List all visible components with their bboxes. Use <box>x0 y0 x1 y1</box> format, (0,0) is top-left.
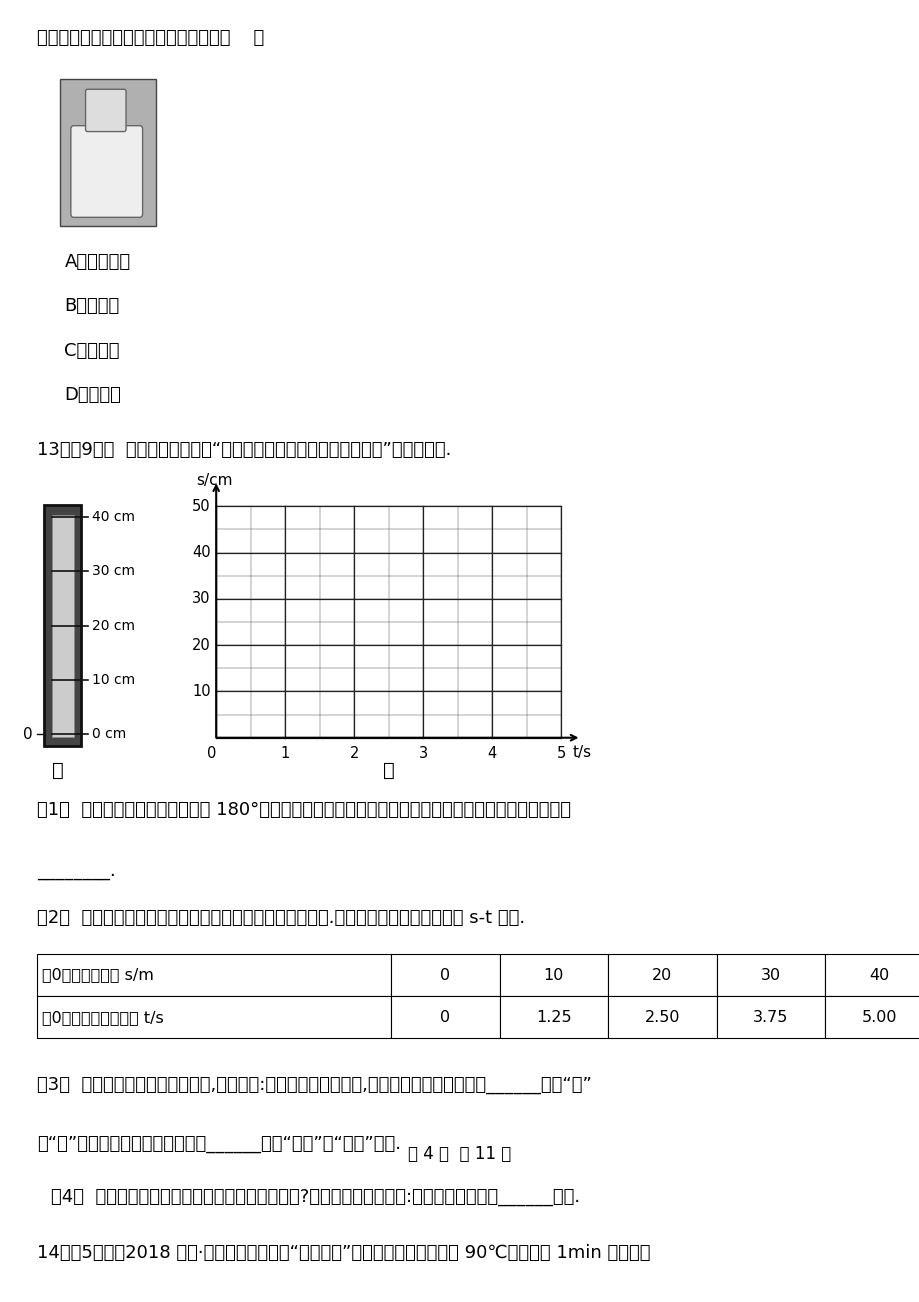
Bar <box>44 505 81 746</box>
FancyBboxPatch shape <box>71 126 142 217</box>
Text: （3）  根据实验数据和所画的图像,可归纳出:气泡上升一段路程后,运动的路程和时间近似成______（填“正”: （3） 根据实验数据和所画的图像,可归纳出:气泡上升一段路程后,运动的路程和时间… <box>37 1075 591 1094</box>
Text: 0: 0 <box>439 1010 450 1025</box>
Text: 乙: 乙 <box>382 762 394 780</box>
Text: 10 cm: 10 cm <box>92 673 135 687</box>
Text: ________.: ________. <box>37 862 116 880</box>
Text: 0: 0 <box>439 967 450 983</box>
Bar <box>60 78 156 225</box>
Text: 30: 30 <box>192 591 210 607</box>
Text: 20: 20 <box>192 638 210 652</box>
Bar <box>607 996 716 1039</box>
Text: 0 cm: 0 cm <box>92 728 126 741</box>
Text: 0: 0 <box>207 746 216 760</box>
Text: 50: 50 <box>192 499 210 514</box>
Bar <box>824 954 919 996</box>
Text: B．平面镜: B．平面镜 <box>64 297 119 315</box>
Text: 13．（9分）  如图甲所示是小明“研究充水玻璃管中气泡的运动规律”的实验装置.: 13．（9分） 如图甲所示是小明“研究充水玻璃管中气泡的运动规律”的实验装置. <box>37 440 450 458</box>
Text: 1.25: 1.25 <box>536 1010 571 1025</box>
Bar <box>716 996 824 1039</box>
Text: t/s: t/s <box>572 745 591 760</box>
Text: 5: 5 <box>556 746 565 760</box>
Text: 第 4 页  共 11 页: 第 4 页 共 11 页 <box>408 1144 511 1163</box>
Text: 40: 40 <box>192 546 210 560</box>
Bar <box>37 954 391 996</box>
Bar <box>499 954 607 996</box>
Bar <box>391 996 499 1039</box>
Text: 或“反”）比，运动速度可以看成是______（填“改变”或“不变”）的.: 或“反”）比，运动速度可以看成是______（填“改变”或“不变”）的. <box>37 1135 401 1152</box>
Text: 20 cm: 20 cm <box>92 618 135 633</box>
Text: （2）  小明记录气泡上升一段路程后的实验数据如下表所示.请你在图乙的坐标系中画出 s-t 图像.: （2） 小明记录气泡上升一段路程后的实验数据如下表所示.请你在图乙的坐标系中画出… <box>37 909 525 927</box>
Text: 40 cm: 40 cm <box>92 510 135 523</box>
Text: 甲: 甲 <box>52 762 63 780</box>
FancyBboxPatch shape <box>85 90 126 132</box>
Text: A．平板玻璃: A．平板玻璃 <box>64 253 130 271</box>
Text: 3.75: 3.75 <box>753 1010 788 1025</box>
Text: s/cm: s/cm <box>196 474 233 488</box>
Text: 3: 3 <box>418 746 427 760</box>
Bar <box>824 996 919 1039</box>
Bar <box>391 954 499 996</box>
Text: 14．（5分）（2018 八上·深圳期中）在探究“水的永腾”的实验中，当水温升到 90℃时，每隔 1min 记录一次: 14．（5分）（2018 八上·深圳期中）在探究“水的永腾”的实验中，当水温升到… <box>37 1243 650 1262</box>
Text: 从0点开始的距离 s/m: 从0点开始的距离 s/m <box>42 967 154 983</box>
Bar <box>716 954 824 996</box>
Text: 0: 0 <box>23 727 32 742</box>
Text: 中的光束发散，应在杯底放置的器材是（    ）: 中的光束发散，应在杯底放置的器材是（ ） <box>37 30 264 47</box>
Text: 30: 30 <box>760 967 780 983</box>
Text: 10: 10 <box>192 684 210 699</box>
Bar <box>499 996 607 1039</box>
Text: C．凹透镜: C．凹透镜 <box>64 342 119 359</box>
Text: D．凸透镜: D．凸透镜 <box>64 387 121 405</box>
Text: 10: 10 <box>543 967 563 983</box>
Text: 20: 20 <box>652 967 672 983</box>
Bar <box>607 954 716 996</box>
Bar <box>51 514 74 737</box>
Text: 2.50: 2.50 <box>644 1010 679 1025</box>
Bar <box>37 996 391 1039</box>
Text: 5.00: 5.00 <box>861 1010 896 1025</box>
Text: 1: 1 <box>280 746 289 760</box>
Text: 2: 2 <box>349 746 358 760</box>
Text: （1）  实验时，小明将玻璃管翻转 180°后，如图甲所示，他等气泡运动一段路程后才开始计时，这是因为: （1） 实验时，小明将玻璃管翻转 180°后，如图甲所示，他等气泡运动一段路程后… <box>37 801 570 819</box>
Text: 40: 40 <box>868 967 889 983</box>
Text: 4: 4 <box>487 746 496 760</box>
Text: 从0点开始计时的时间 t/s: 从0点开始计时的时间 t/s <box>42 1010 164 1025</box>
Text: （4）  实验中气泡上升的快慢可能与什么因素有关?请提出你的一个猜想:气泡上升的快慢与______有关.: （4） 实验中气泡上升的快慢可能与什么因素有关?请提出你的一个猜想:气泡上升的快… <box>51 1187 579 1206</box>
Text: 30 cm: 30 cm <box>92 564 135 578</box>
